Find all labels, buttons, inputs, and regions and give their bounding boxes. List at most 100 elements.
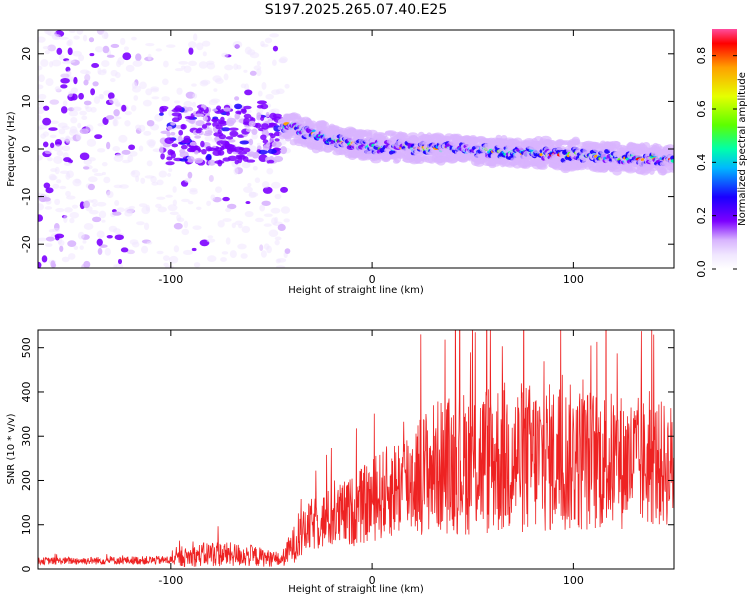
spectrogram-cell (267, 148, 277, 154)
spectrogram-cell (114, 234, 124, 241)
spectrogram-cell (189, 145, 197, 153)
spectrogram-cell (221, 251, 229, 255)
snr-ytick-label: 200 (20, 470, 33, 491)
spectrogram-cell (642, 142, 651, 149)
spectrogram-ytick-label: 10 (20, 94, 33, 108)
spectrogram-cell (68, 91, 73, 98)
spectrogram-cell (83, 222, 94, 230)
spectrogram-cell (60, 73, 70, 78)
colorbar-tick-label: 0.6 (695, 100, 708, 118)
spectrogram-cell (198, 61, 208, 69)
spectrogram-cell (90, 88, 96, 96)
spectrogram-cell (123, 46, 129, 51)
spectrogram-cell (168, 109, 173, 117)
spectrogram-cell (169, 255, 179, 264)
spectrogram-cell (96, 238, 103, 246)
spectrogram-cell (133, 95, 139, 101)
spectrogram-cell (194, 135, 201, 139)
spectrogram-cell (195, 129, 202, 134)
spectrogram-cell (77, 231, 85, 240)
spectrogram-cell (192, 93, 198, 99)
spectrogram-cell (131, 241, 140, 248)
spectrogram-cell (69, 217, 75, 224)
spectrogram-cell (94, 46, 104, 53)
spectrogram-cell (262, 139, 269, 144)
spectrogram-cell (206, 238, 216, 243)
spectrogram-cell (132, 60, 143, 67)
spectrogram-cell (225, 136, 234, 140)
spectrogram-cell (72, 106, 82, 112)
spectrogram-cell (206, 200, 211, 207)
spectrogram-cell (38, 93, 47, 100)
spectrogram-cell (274, 236, 282, 241)
spectrogram-cell (243, 105, 252, 110)
spectrogram-cell (246, 128, 252, 133)
spectrogram-cell (72, 178, 82, 187)
spectrogram-cell (38, 84, 44, 90)
spectrogram-cell (38, 214, 44, 222)
spectrogram-cell (53, 144, 64, 152)
spectrogram-cell (192, 225, 202, 230)
spectrogram-cell (61, 145, 71, 152)
spectrogram-cell (130, 169, 141, 178)
spectrogram-cell (125, 64, 135, 73)
spectrogram-cell (81, 115, 88, 121)
spectrogram-cell (140, 177, 146, 184)
spectrogram-cell (201, 40, 211, 47)
spectrogram-cell (196, 206, 202, 211)
spectrogram-cell (178, 129, 184, 136)
spectrogram-cell (107, 92, 115, 100)
spectrogram-cell (79, 110, 87, 116)
spectrogram-cell (271, 181, 281, 189)
spectrogram-cell (44, 149, 52, 155)
spectrogram-cell (272, 45, 279, 52)
spectrogram-cell (167, 172, 172, 178)
spectrogram-cell (78, 92, 84, 100)
spectrogram-cell (103, 32, 109, 40)
spectrogram-cell (38, 65, 43, 71)
spectrogram-cell (267, 159, 275, 164)
spectrogram-cell (256, 107, 264, 115)
spectrogram-cell (114, 200, 120, 207)
spectrogram-cell (234, 103, 243, 110)
spectrogram-cell (166, 156, 173, 161)
spectrogram-cell (215, 186, 223, 193)
spectrogram-cell (159, 105, 169, 110)
spectrogram-cell (70, 116, 78, 124)
spectrogram-cell (118, 134, 128, 143)
spectrogram-cell (56, 47, 63, 55)
spectrogram-cell (157, 206, 167, 213)
spectrogram-cell (191, 83, 197, 87)
spectrogram-cell (140, 245, 149, 254)
spectrogram-cell (243, 69, 248, 73)
spectrogram-cell (187, 171, 193, 179)
spectrogram-cell (243, 113, 252, 119)
spectrogram-cell (93, 172, 104, 177)
spectrogram-cell (162, 255, 170, 261)
spectrogram-cell (72, 204, 79, 209)
snr-y-ticks: 0 100 200 300 400 500 (20, 337, 674, 573)
spectrogram-cell (280, 186, 288, 193)
spectrogram-cell (135, 175, 140, 183)
spectrogram-cell (54, 86, 61, 92)
spectrogram-cell (38, 127, 45, 131)
spectrogram-cell (136, 221, 145, 226)
spectrogram-xtick-label: -100 (158, 273, 183, 286)
spectrogram-cell (69, 211, 80, 219)
spectrogram-cell (103, 176, 111, 184)
spectrogram-cell (183, 65, 192, 73)
spectrogram-cell (59, 54, 65, 61)
spectrogram-cell (145, 88, 153, 96)
spectrogram-cell (117, 57, 125, 66)
spectrogram-cell (223, 107, 231, 112)
spectrogram-cell (73, 245, 79, 250)
spectrogram-cell (256, 142, 261, 147)
spectrogram-cell (211, 118, 221, 122)
spectrogram-cell (279, 146, 288, 155)
spectrogram-cell (262, 144, 270, 151)
spectrogram-cell (45, 78, 54, 87)
spectrogram-cell (42, 105, 50, 111)
spectrogram-cell (88, 37, 95, 43)
spectrogram-cell (262, 186, 273, 194)
spectrogram-cell (167, 204, 178, 212)
